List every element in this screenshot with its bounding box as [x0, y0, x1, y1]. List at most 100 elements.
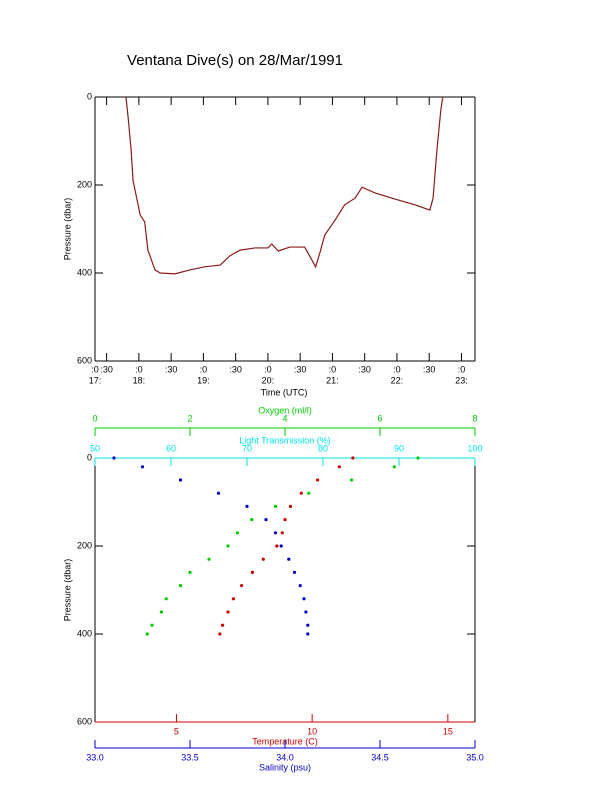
data-point — [178, 478, 183, 482]
data-point — [302, 597, 306, 601]
data-point — [250, 570, 255, 575]
x-tick-label: 35.0 — [466, 752, 484, 762]
x-tick-label: :0 — [458, 364, 466, 374]
data-point — [207, 557, 211, 561]
data-point — [287, 557, 291, 561]
x-tick-label: :0 — [91, 364, 99, 374]
x-axis-label: Time (UTC) — [261, 387, 308, 397]
pressure-line — [125, 96, 444, 275]
x-tick-label: 6 — [377, 413, 382, 423]
data-point — [145, 632, 149, 636]
x-tick-label: 90 — [394, 443, 404, 453]
data-point — [288, 504, 293, 508]
x-tick-label: :30 — [100, 364, 113, 374]
data-point — [283, 518, 287, 522]
data-point — [264, 518, 268, 522]
data-point — [273, 531, 278, 535]
data-point — [188, 570, 192, 575]
data-point — [416, 456, 420, 460]
data-point — [299, 491, 303, 495]
data-point — [216, 491, 221, 495]
data-point — [245, 504, 249, 508]
data-point — [306, 632, 310, 636]
x-tick-label-hour: 18: — [133, 375, 146, 385]
y-tick-label: 400 — [77, 267, 92, 277]
data-point — [337, 465, 341, 469]
y-axis-label: Pressure (dbar) — [62, 559, 72, 622]
data-point — [349, 478, 354, 482]
data-point — [239, 584, 244, 588]
data-point — [159, 610, 164, 614]
y-tick-label: 0 — [87, 452, 92, 462]
x-tick-label-hour: 21: — [326, 375, 339, 385]
x-tick-label: :0 — [135, 364, 143, 374]
x-axis-label: Oxygen (ml/l) — [258, 405, 312, 415]
x-tick-label: :0 — [200, 364, 208, 374]
data-point — [304, 610, 308, 614]
data-point — [218, 632, 222, 636]
data-point — [280, 531, 284, 535]
x-tick-label: :30 — [229, 364, 242, 374]
data-point — [351, 456, 355, 460]
data-point — [140, 465, 145, 469]
x-tick-label: 34.0 — [276, 752, 294, 762]
x-tick-label: :30 — [358, 364, 371, 374]
data-point — [231, 597, 236, 601]
x-tick-label: :0 — [393, 364, 401, 374]
x-tick-label: :30 — [423, 364, 436, 374]
x-tick-label: :0 — [329, 364, 337, 374]
x-axis-label: Light Transmission (%) — [239, 435, 331, 445]
data-point — [164, 597, 168, 601]
x-tick-label: 5 — [174, 726, 179, 736]
data-point — [150, 623, 154, 627]
x-tick-label: 100 — [467, 443, 482, 453]
x-tick-label-hour: 19: — [197, 375, 210, 385]
data-point — [279, 544, 283, 548]
data-point — [220, 623, 225, 627]
data-point — [235, 531, 240, 535]
data-point — [292, 570, 297, 575]
y-tick-label: 600 — [77, 716, 92, 726]
x-tick-label: 10 — [307, 726, 317, 736]
x-tick-label: 34.5 — [371, 752, 389, 762]
x-tick-label-hour: 20: — [262, 375, 275, 385]
data-point — [392, 465, 396, 469]
x-tick-label: 4 — [282, 413, 287, 423]
x-tick-label-hour: 22: — [391, 375, 404, 385]
data-point — [315, 478, 320, 482]
x-tick-label: 60 — [166, 443, 176, 453]
x-tick-label: 2 — [187, 413, 192, 423]
x-axis-label: Salinity (psu) — [259, 762, 311, 772]
data-point — [273, 504, 278, 508]
x-tick-label: :30 — [294, 364, 307, 374]
x-tick-label: 50 — [90, 443, 100, 453]
data-point — [275, 544, 279, 548]
data-point — [306, 623, 310, 627]
data-point — [112, 456, 116, 460]
x-tick-label: :0 — [264, 364, 272, 374]
x-tick-label: 8 — [472, 413, 477, 423]
x-tick-label-hour: 23: — [455, 375, 468, 385]
x-tick-label: 70 — [242, 443, 252, 453]
chart-title: Ventana Dive(s) on 28/Mar/1991 — [127, 52, 343, 69]
y-tick-label: 200 — [77, 540, 92, 550]
x-tick-label: 80 — [318, 443, 328, 453]
y-tick-label: 600 — [77, 355, 92, 365]
y-tick-label: 200 — [77, 179, 92, 189]
x-tick-label: 33.0 — [86, 752, 104, 762]
data-point — [226, 544, 230, 548]
data-point — [226, 610, 230, 614]
data-point — [178, 584, 183, 588]
y-tick-label: 400 — [77, 628, 92, 638]
x-tick-label: 33.5 — [181, 752, 199, 762]
y-tick-label: 0 — [87, 91, 92, 101]
x-tick-label: :30 — [165, 364, 178, 374]
data-point — [250, 518, 254, 522]
x-tick-label-hour: 17: — [89, 375, 102, 385]
x-tick-label: 0 — [92, 413, 97, 423]
y-axis-label: Pressure (dbar) — [62, 198, 72, 261]
x-tick-label: 15 — [443, 726, 453, 736]
data-point — [261, 557, 265, 561]
